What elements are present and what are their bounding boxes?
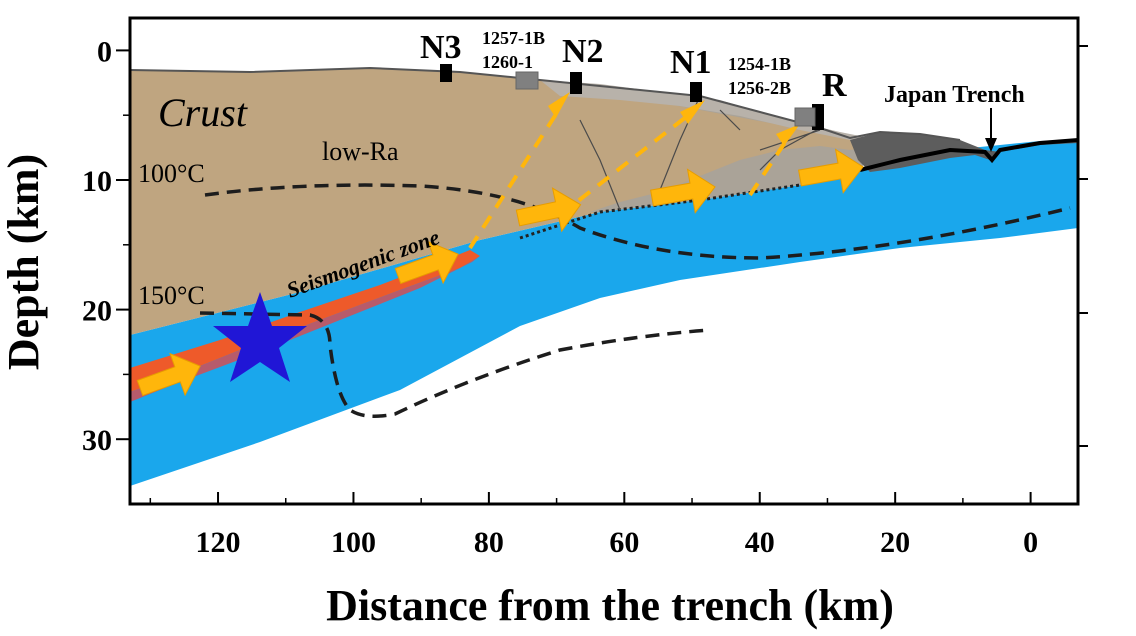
site-label-r: R (822, 67, 847, 104)
x-axis-ticks: 120 100 80 60 40 20 0 (149, 492, 1038, 559)
hole-marker-1254 (794, 107, 816, 127)
arrow-icon (394, 240, 459, 285)
y-axis-title: Depth (km) (0, 154, 48, 370)
fluid-path-1 (468, 106, 562, 250)
crust-label: Crust (158, 90, 248, 135)
isotherm-150c-label: 150°C (138, 281, 205, 310)
site-marker-n2 (570, 72, 582, 94)
y-tick-label: 30 (82, 424, 112, 457)
x-tick-label: 20 (880, 526, 910, 559)
isotherm-100c (204, 183, 1071, 260)
hole-label-1256-2b: 1256-2B (728, 78, 791, 98)
seafloor-line (859, 138, 1079, 172)
forearc-sediment (540, 80, 880, 212)
y-tick-label: 20 (82, 295, 112, 328)
hole-label-1260-1: 1260-1 (482, 52, 533, 72)
isotherm-100c-label: 100°C (138, 159, 205, 188)
site-marker-n3 (440, 64, 452, 82)
x-tick-label: 120 (196, 526, 241, 559)
japan-trench-label: Japan Trench (884, 82, 1025, 108)
arrow-icon (650, 168, 716, 214)
arrow-icon (776, 124, 800, 146)
plot-frame (128, 16, 1080, 506)
x-tick-label: 0 (1023, 526, 1038, 559)
right-ticks (1078, 45, 1088, 447)
subducting-slab (130, 140, 1078, 486)
site-label-n3: N3 (420, 29, 462, 66)
arrow-icon (548, 92, 570, 118)
seismogenic-overlay (130, 256, 480, 402)
fluid-path-2 (558, 108, 697, 217)
x-tick-label: 100 (331, 526, 376, 559)
site-label-n2: N2 (562, 33, 604, 70)
arrow-icon (515, 187, 582, 233)
x-tick-label: 80 (474, 526, 504, 559)
hole-marker-1257 (515, 71, 539, 90)
fluid-path-3 (748, 133, 792, 197)
low-ra-label: low-Ra (322, 137, 399, 166)
hole-markers (515, 71, 816, 127)
fluid-paths (468, 106, 792, 250)
site-marker-n1 (690, 82, 702, 102)
arrow-icon (798, 148, 864, 194)
y-axis-ticks: 0 10 20 30 (82, 35, 130, 457)
arrow-icon (136, 352, 201, 397)
y-tick-label: 0 (97, 35, 112, 68)
seismogenic-zone (130, 250, 480, 392)
site-label-n1: N1 (670, 44, 712, 81)
y-tick-label: 10 (82, 165, 112, 198)
hole-label-1254-1b: 1254-1B (728, 54, 791, 74)
arrow-icon (680, 100, 705, 124)
trench-arrow (985, 108, 997, 152)
flow-arrows (136, 148, 864, 397)
isotherm-150c (199, 311, 711, 418)
arrow-icon (985, 138, 997, 152)
fluid-path-heads (548, 92, 800, 146)
x-axis-title: Distance from the trench (km) (326, 581, 894, 630)
x-tick-label: 40 (745, 526, 775, 559)
x-tick-label: 60 (609, 526, 639, 559)
hole-label-1257-1b: 1257-1B (482, 28, 545, 48)
star-icon (213, 292, 307, 382)
